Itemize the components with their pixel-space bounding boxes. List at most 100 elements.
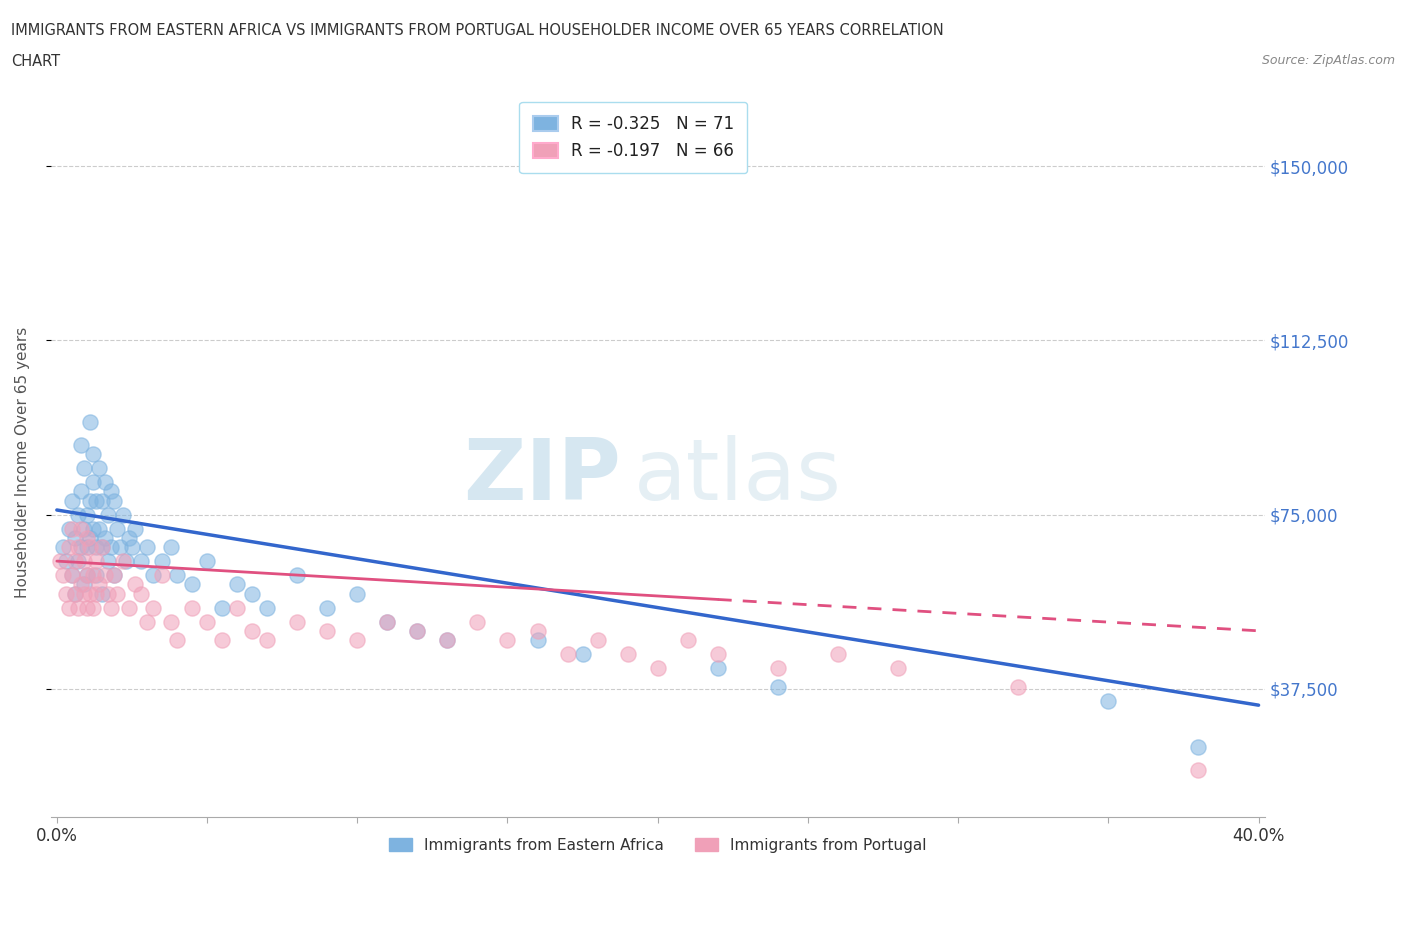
Point xyxy=(181,600,204,615)
Point xyxy=(766,679,789,694)
Point xyxy=(166,632,188,647)
Text: ZIP: ZIP xyxy=(464,435,621,518)
Point xyxy=(60,493,83,508)
Point xyxy=(150,553,173,568)
Point xyxy=(129,553,152,568)
Point xyxy=(1097,693,1119,708)
Point xyxy=(586,632,609,647)
Point xyxy=(90,539,112,554)
Point xyxy=(73,553,96,568)
Point xyxy=(97,553,120,568)
Point xyxy=(1187,739,1209,754)
Point xyxy=(827,646,849,661)
Point xyxy=(346,586,368,601)
Point xyxy=(496,632,519,647)
Point xyxy=(60,521,83,536)
Point xyxy=(436,632,458,647)
Point xyxy=(103,567,125,582)
Point xyxy=(66,507,89,522)
Legend: Immigrants from Eastern Africa, Immigrants from Portugal: Immigrants from Eastern Africa, Immigran… xyxy=(382,831,932,858)
Point xyxy=(94,530,117,545)
Point xyxy=(82,521,104,536)
Point xyxy=(58,521,80,536)
Text: atlas: atlas xyxy=(634,435,841,518)
Point xyxy=(108,539,131,554)
Point xyxy=(82,446,104,461)
Point xyxy=(100,539,122,554)
Point xyxy=(60,567,83,582)
Point xyxy=(76,567,98,582)
Point xyxy=(121,539,143,554)
Point xyxy=(49,553,72,568)
Point xyxy=(526,623,548,638)
Point xyxy=(160,614,183,629)
Point xyxy=(375,614,398,629)
Point xyxy=(136,614,159,629)
Point xyxy=(70,437,93,452)
Point xyxy=(766,660,789,675)
Point xyxy=(55,586,77,601)
Point xyxy=(256,600,278,615)
Point xyxy=(406,623,429,638)
Point xyxy=(100,484,122,498)
Point xyxy=(103,567,125,582)
Point xyxy=(124,577,146,591)
Point xyxy=(150,567,173,582)
Point xyxy=(58,600,80,615)
Point xyxy=(142,600,165,615)
Point xyxy=(375,614,398,629)
Point xyxy=(406,623,429,638)
Point xyxy=(76,507,98,522)
Point xyxy=(256,632,278,647)
Point xyxy=(160,539,183,554)
Point xyxy=(73,586,96,601)
Point xyxy=(66,553,89,568)
Point xyxy=(111,553,134,568)
Point xyxy=(63,586,86,601)
Point xyxy=(129,586,152,601)
Point xyxy=(240,586,263,601)
Point xyxy=(84,586,107,601)
Point xyxy=(211,632,233,647)
Point xyxy=(118,600,141,615)
Point xyxy=(60,567,83,582)
Point xyxy=(87,521,110,536)
Point xyxy=(571,646,593,661)
Point xyxy=(1007,679,1029,694)
Point xyxy=(285,567,308,582)
Text: CHART: CHART xyxy=(11,54,60,69)
Point xyxy=(316,623,339,638)
Point xyxy=(226,600,249,615)
Point xyxy=(70,521,93,536)
Text: IMMIGRANTS FROM EASTERN AFRICA VS IMMIGRANTS FROM PORTUGAL HOUSEHOLDER INCOME OV: IMMIGRANTS FROM EASTERN AFRICA VS IMMIGR… xyxy=(11,23,943,38)
Point xyxy=(87,577,110,591)
Point xyxy=(142,567,165,582)
Y-axis label: Householder Income Over 65 years: Householder Income Over 65 years xyxy=(15,326,30,598)
Point xyxy=(94,474,117,489)
Point xyxy=(1187,763,1209,777)
Point xyxy=(70,577,93,591)
Point xyxy=(79,493,101,508)
Text: Source: ZipAtlas.com: Source: ZipAtlas.com xyxy=(1261,54,1395,67)
Point xyxy=(676,632,699,647)
Point xyxy=(111,507,134,522)
Point xyxy=(97,586,120,601)
Point xyxy=(346,632,368,647)
Point xyxy=(195,614,218,629)
Point xyxy=(70,539,93,554)
Point xyxy=(887,660,910,675)
Point xyxy=(526,632,548,647)
Point xyxy=(467,614,489,629)
Point xyxy=(100,600,122,615)
Point xyxy=(52,539,75,554)
Point xyxy=(557,646,579,661)
Point xyxy=(79,586,101,601)
Point xyxy=(97,507,120,522)
Point xyxy=(84,539,107,554)
Point xyxy=(58,539,80,554)
Point xyxy=(211,600,233,615)
Point xyxy=(136,539,159,554)
Point xyxy=(84,493,107,508)
Point xyxy=(70,484,93,498)
Point xyxy=(166,567,188,582)
